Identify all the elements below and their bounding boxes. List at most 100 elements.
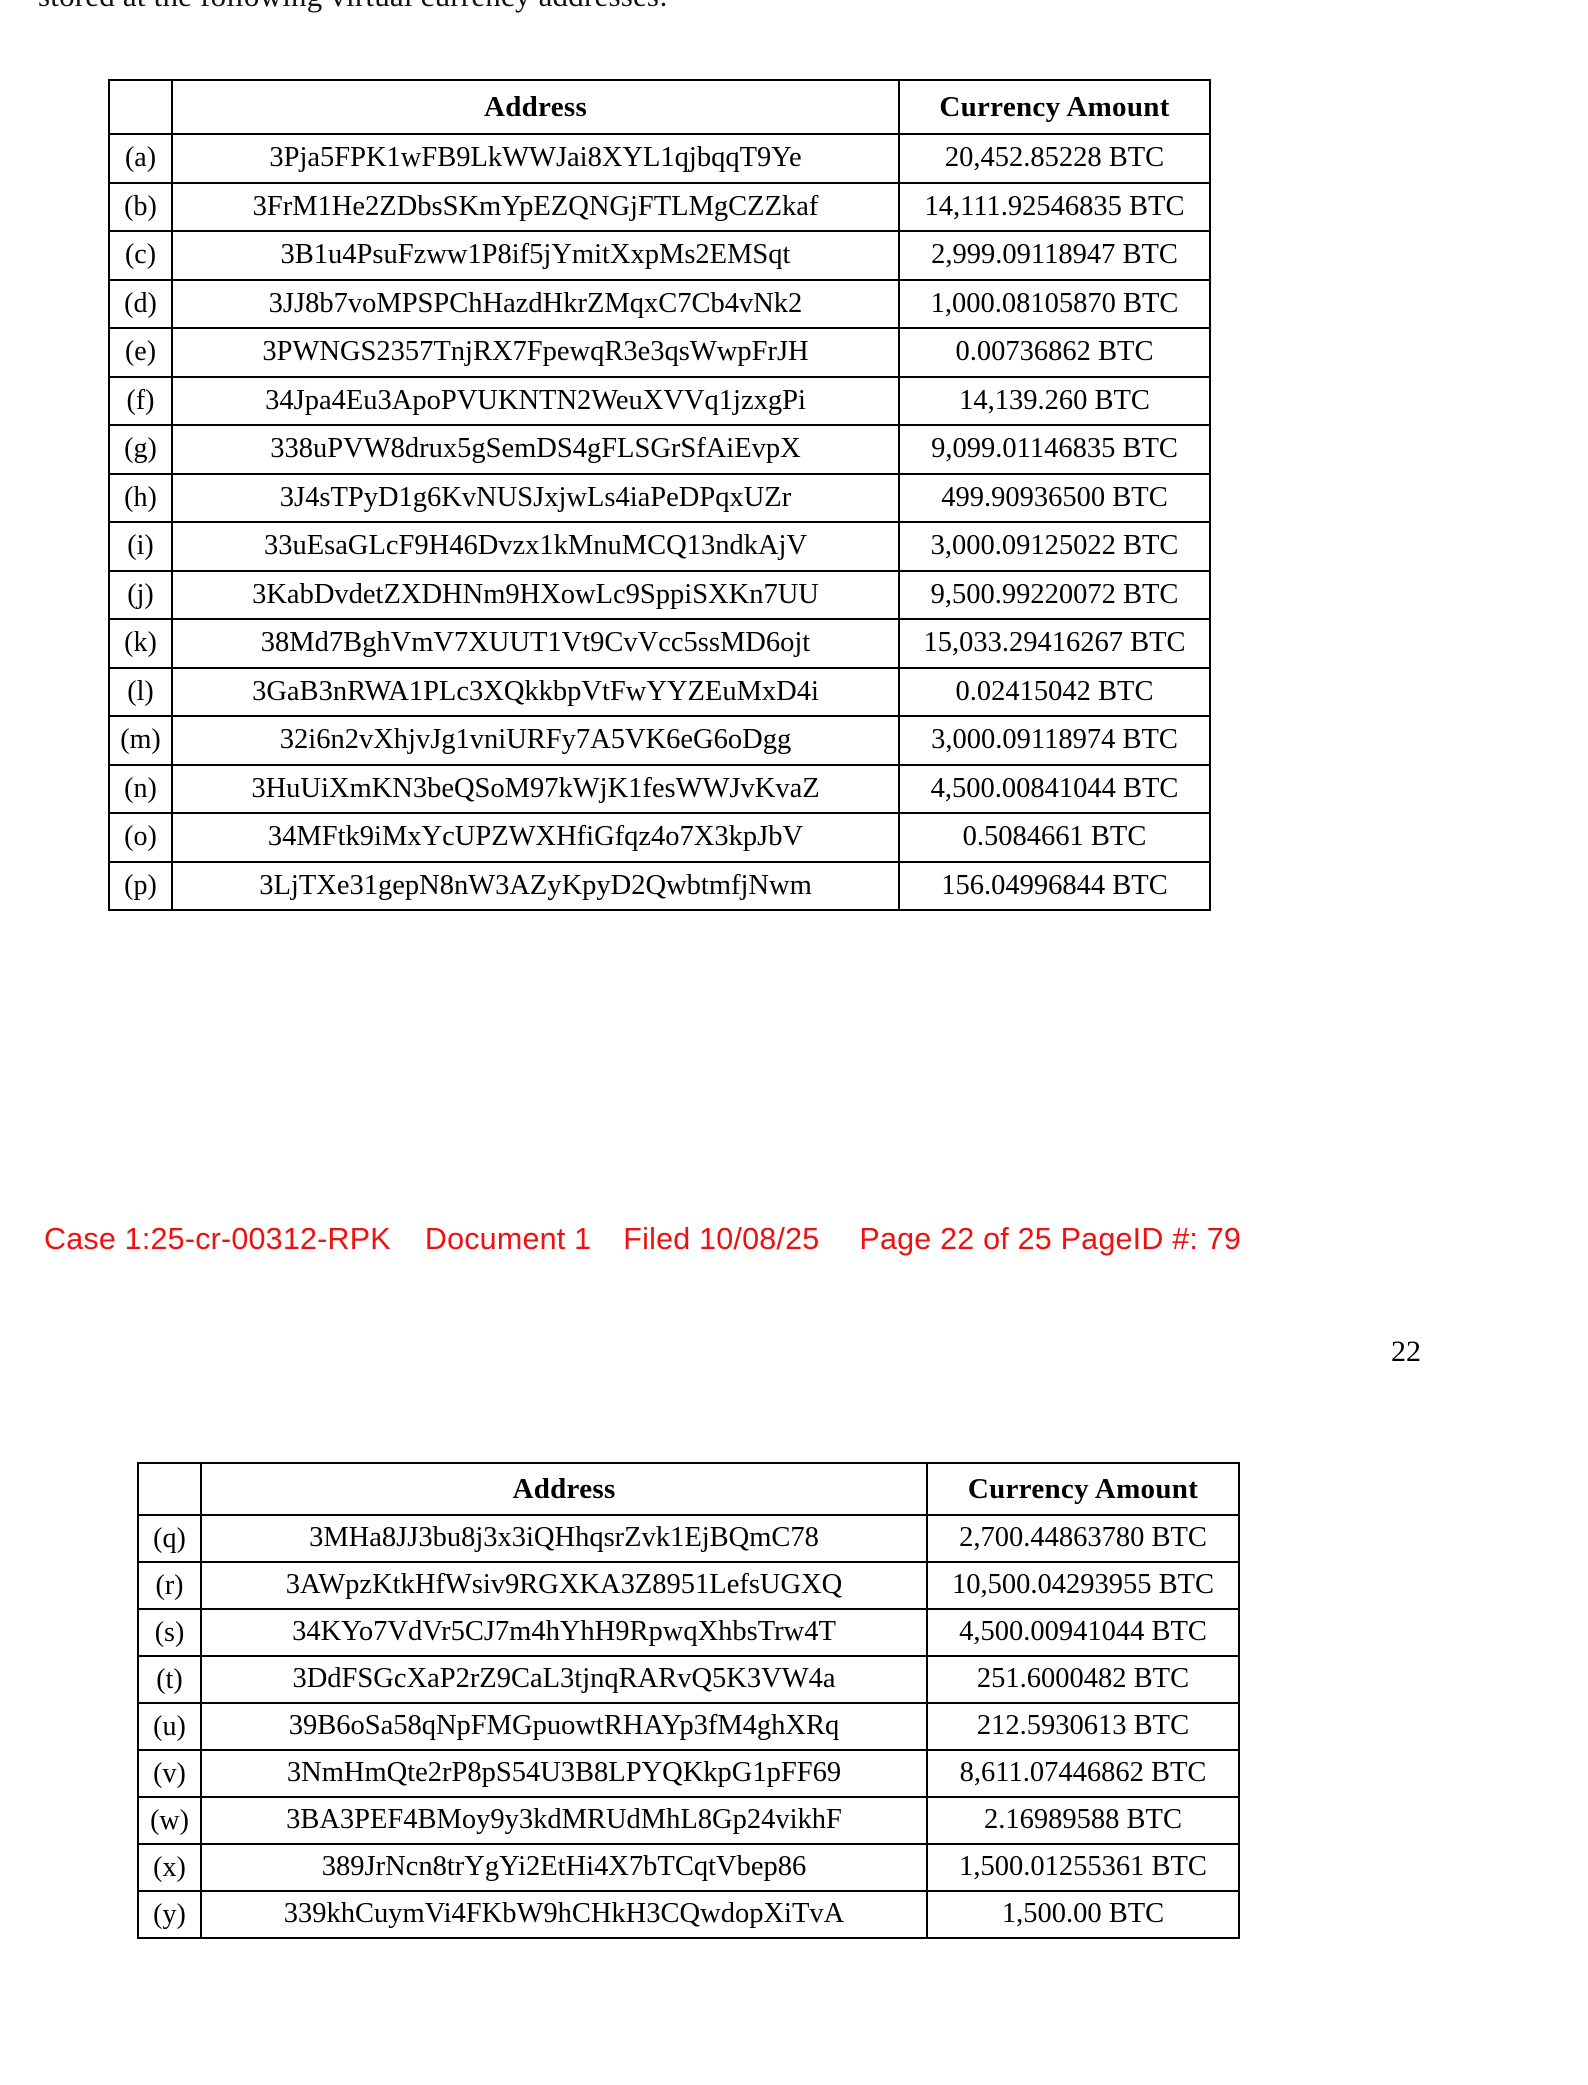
row-label: (y) (137, 1890, 202, 1939)
page-number: 22 (1391, 1335, 1421, 1368)
row-address: 34KYo7VdVr5CJ7m4hYhH9RpwqXhbsTrw4T (200, 1608, 928, 1657)
row-amount: 15,033.29416267 BTC (898, 618, 1211, 669)
row-address: 3BA3PEF4BMoy9y3kdMRUdMhL8Gp24vikhF (200, 1796, 928, 1845)
ecf-document-number: Document 1 (424, 1222, 592, 1256)
row-label: (o) (108, 812, 173, 863)
row-amount: 3,000.09125022 BTC (898, 521, 1211, 572)
row-label: (r) (137, 1561, 202, 1610)
column-header-address: Address (171, 79, 900, 135)
column-header-amount: Currency Amount (926, 1462, 1240, 1516)
row-amount: 0.5084661 BTC (898, 812, 1211, 863)
row-label: (w) (137, 1796, 202, 1845)
row-address: 34MFtk9iMxYcUPZWXHfiGfqz4o7X3kpJbV (171, 812, 900, 863)
table-row: (x) 389JrNcn8trYgYi2EtHi4X7bTCqtVbep86 1… (137, 1843, 1240, 1892)
row-address: 33uEsaGLcF9H46Dvzx1kMnuMCQ13ndkAjV (171, 521, 900, 572)
row-label: (i) (108, 521, 173, 572)
table-row: (a) 3Pja5FPK1wFB9LkWWJai8XYL1qjbqqT9Ye 2… (108, 133, 1211, 184)
row-address: 3J4sTPyD1g6KvNUSJxjwLs4iaPeDPqxUZr (171, 472, 900, 523)
virtual-currency-address-table-two: Address Currency Amount (q) 3MHa8JJ3bu8j… (137, 1462, 1240, 1939)
table-two-body: (q) 3MHa8JJ3bu8j3x3iQHhqsrZvk1EjBQmC78 2… (137, 1514, 1240, 1939)
table-row: (r) 3AWpzKtkHfWsiv9RGXKA3Z8951LefsUGXQ 1… (137, 1561, 1240, 1610)
table-row: (f) 34Jpa4Eu3ApoPVUKNTN2WeuXVVq1jzxgPi 1… (108, 375, 1211, 426)
row-amount: 2.16989588 BTC (926, 1796, 1240, 1845)
row-label: (n) (108, 763, 173, 814)
row-address: 39B6oSa58qNpFMGpuowtRHAYp3fM4ghXRq (200, 1702, 928, 1751)
table-row: (c) 3B1u4PsuFzww1P8if5jYmitXxpMs2EMSqt 2… (108, 230, 1211, 281)
row-amount: 20,452.85228 BTC (898, 133, 1211, 184)
row-amount: 156.04996844 BTC (898, 860, 1211, 911)
row-label: (h) (108, 472, 173, 523)
row-amount: 251.6000482 BTC (926, 1655, 1240, 1704)
row-address: 338uPVW8drux5gSemDS4gFLSGrSfAiEvpX (171, 424, 900, 475)
row-label: (x) (137, 1843, 202, 1892)
row-amount: 14,139.260 BTC (898, 375, 1211, 426)
row-amount: 499.90936500 BTC (898, 472, 1211, 523)
row-label: (j) (108, 569, 173, 620)
row-address: 3FrM1He2ZDbsSKmYpEZQNGjFTLMgCZZkaf (171, 181, 900, 232)
row-label: (c) (108, 230, 173, 281)
row-address: 3GaB3nRWA1PLc3XQkkbpVtFwYYZEuMxD4i (171, 666, 900, 717)
table-row: (b) 3FrM1He2ZDbsSKmYpEZQNGjFTLMgCZZkaf 1… (108, 181, 1211, 232)
row-label: (d) (108, 278, 173, 329)
row-address: 3Pja5FPK1wFB9LkWWJai8XYL1qjbqqT9Ye (171, 133, 900, 184)
column-header-amount: Currency Amount (898, 79, 1211, 135)
table-header-row: Address Currency Amount (108, 79, 1211, 135)
table-row: (w) 3BA3PEF4BMoy9y3kdMRUdMhL8Gp24vikhF 2… (137, 1796, 1240, 1845)
row-address: 3LjTXe31gepN8nW3AZyKpyD2QwbtmfjNwm (171, 860, 900, 911)
table-row: (d) 3JJ8b7voMPSPChHazdHkrZMqxC7Cb4vNk2 1… (108, 278, 1211, 329)
row-address: 339khCuymVi4FKbW9hCHkH3CQwdopXiTvA (200, 1890, 928, 1939)
row-label: (q) (137, 1514, 202, 1563)
table-row: (p) 3LjTXe31gepN8nW3AZyKpyD2QwbtmfjNwm 1… (108, 860, 1211, 911)
row-address: 3B1u4PsuFzww1P8if5jYmitXxpMs2EMSqt (171, 230, 900, 281)
row-amount: 9,099.01146835 BTC (898, 424, 1211, 475)
column-header-address: Address (200, 1462, 928, 1516)
table-row: (g) 338uPVW8drux5gSemDS4gFLSGrSfAiEvpX 9… (108, 424, 1211, 475)
row-amount: 2,700.44863780 BTC (926, 1514, 1240, 1563)
row-amount: 8,611.07446862 BTC (926, 1749, 1240, 1798)
row-address: 3NmHmQte2rP8pS54U3B8LPYQKkpG1pFF69 (200, 1749, 928, 1798)
row-label: (k) (108, 618, 173, 669)
table-header-row: Address Currency Amount (137, 1462, 1240, 1516)
row-amount: 0.00736862 BTC (898, 327, 1211, 378)
row-address: 3AWpzKtkHfWsiv9RGXKA3Z8951LefsUGXQ (200, 1561, 928, 1610)
row-label: (f) (108, 375, 173, 426)
table-row: (n) 3HuUiXmKN3beQSoM97kWjK1fesWWJvKvaZ 4… (108, 763, 1211, 814)
ecf-page-id: Page 22 of 25 PageID #: 79 (859, 1222, 1242, 1256)
row-address: 3PWNGS2357TnjRX7FpewqR3e3qsWwpFrJH (171, 327, 900, 378)
virtual-currency-address-table-one: Address Currency Amount (a) 3Pja5FPK1wFB… (108, 79, 1211, 911)
row-amount: 9,500.99220072 BTC (898, 569, 1211, 620)
ecf-header-stamp: Case 1:25-cr-00312-RPK Document 1 Filed 10… (44, 1222, 1544, 1257)
row-amount: 1,500.00 BTC (926, 1890, 1240, 1939)
row-label: (b) (108, 181, 173, 232)
row-address: 3HuUiXmKN3beQSoM97kWjK1fesWWJvKvaZ (171, 763, 900, 814)
row-label: (g) (108, 424, 173, 475)
row-label: (s) (137, 1608, 202, 1657)
row-label: (u) (137, 1702, 202, 1751)
table-row: (k) 38Md7BghVmV7XUUT1Vt9CvVcc5ssMD6ojt 1… (108, 618, 1211, 669)
row-address: 38Md7BghVmV7XUUT1Vt9CvVcc5ssMD6ojt (171, 618, 900, 669)
column-header-label (108, 79, 173, 135)
table-row: (s) 34KYo7VdVr5CJ7m4hYhH9RpwqXhbsTrw4T 4… (137, 1608, 1240, 1657)
ecf-filed-date: Filed 10/08/25 (623, 1222, 820, 1256)
table-row: (i) 33uEsaGLcF9H46Dvzx1kMnuMCQ13ndkAjV 3… (108, 521, 1211, 572)
intro-text: stored at the following virtual currency… (38, 0, 668, 14)
row-address: 32i6n2vXhjvJg1vniURFy7A5VK6eG6oDgg (171, 715, 900, 766)
row-amount: 1,000.08105870 BTC (898, 278, 1211, 329)
row-label: (l) (108, 666, 173, 717)
row-amount: 4,500.00941044 BTC (926, 1608, 1240, 1657)
row-amount: 212.5930613 BTC (926, 1702, 1240, 1751)
table-row: (u) 39B6oSa58qNpFMGpuowtRHAYp3fM4ghXRq 2… (137, 1702, 1240, 1751)
column-header-label (137, 1462, 202, 1516)
table-row: (l) 3GaB3nRWA1PLc3XQkkbpVtFwYYZEuMxD4i 0… (108, 666, 1211, 717)
table-row: (v) 3NmHmQte2rP8pS54U3B8LPYQKkpG1pFF69 8… (137, 1749, 1240, 1798)
row-address: 34Jpa4Eu3ApoPVUKNTN2WeuXVVq1jzxgPi (171, 375, 900, 426)
table-row: (t) 3DdFSGcXaP2rZ9CaL3tjnqRARvQ5K3VW4a 2… (137, 1655, 1240, 1704)
table-row: (o) 34MFtk9iMxYcUPZWXHfiGfqz4o7X3kpJbV 0… (108, 812, 1211, 863)
row-amount: 3,000.09118974 BTC (898, 715, 1211, 766)
row-address: 389JrNcn8trYgYi2EtHi4X7bTCqtVbep86 (200, 1843, 928, 1892)
row-amount: 1,500.01255361 BTC (926, 1843, 1240, 1892)
row-address: 3KabDvdetZXDHNm9HXowLc9SppiSXKn7UU (171, 569, 900, 620)
row-amount: 0.02415042 BTC (898, 666, 1211, 717)
table-one-body: (a) 3Pja5FPK1wFB9LkWWJai8XYL1qjbqqT9Ye 2… (108, 133, 1211, 911)
row-address: 3MHa8JJ3bu8j3x3iQHhqsrZvk1EjBQmC78 (200, 1514, 928, 1563)
